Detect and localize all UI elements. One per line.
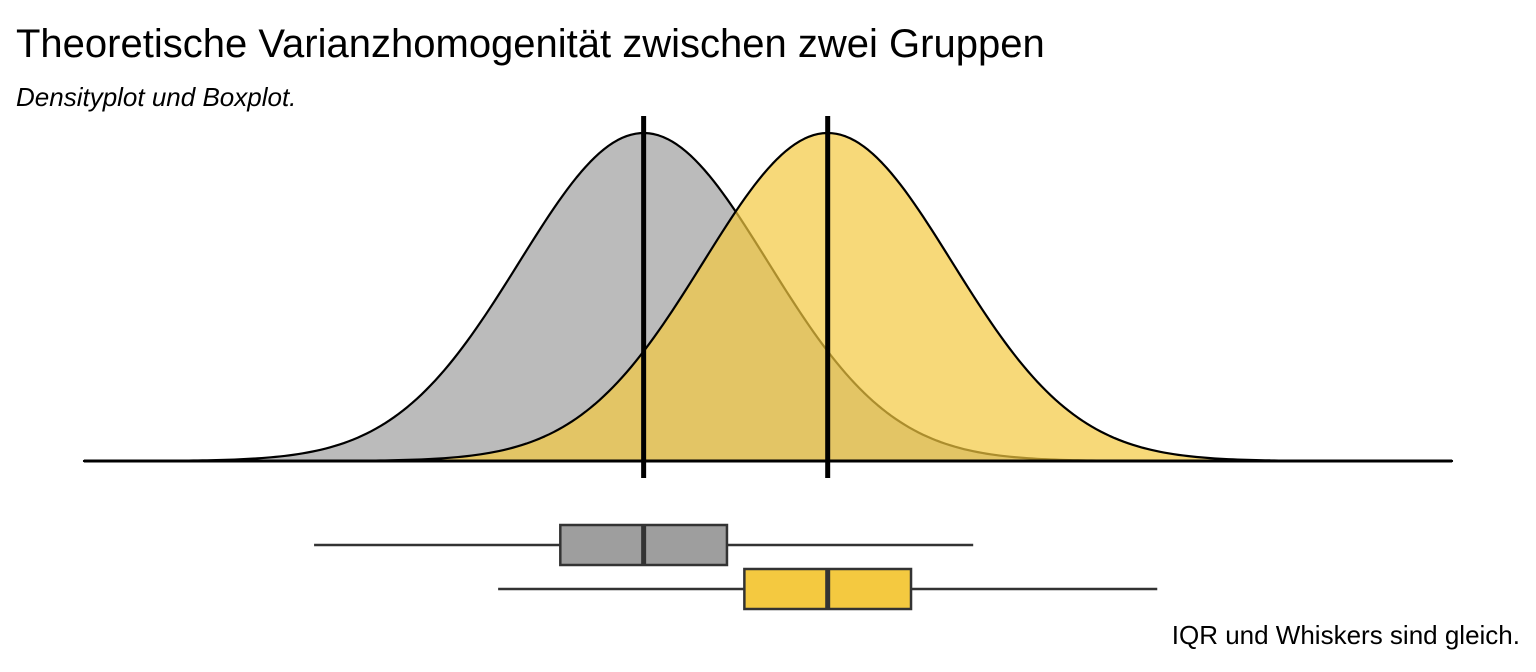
density-area-group-2	[82, 131, 1454, 463]
boxplot-layer	[314, 523, 1158, 611]
density-layer	[82, 116, 1454, 478]
chart-caption: IQR und Whiskers sind gleich.	[1171, 620, 1520, 650]
chart-title: Theoretische Varianzhomogenität zwischen…	[16, 22, 1045, 66]
boxplot-group-2	[498, 567, 1158, 611]
boxplot-group-1	[314, 523, 974, 567]
chart-subtitle: Densityplot und Boxplot.	[16, 82, 297, 112]
